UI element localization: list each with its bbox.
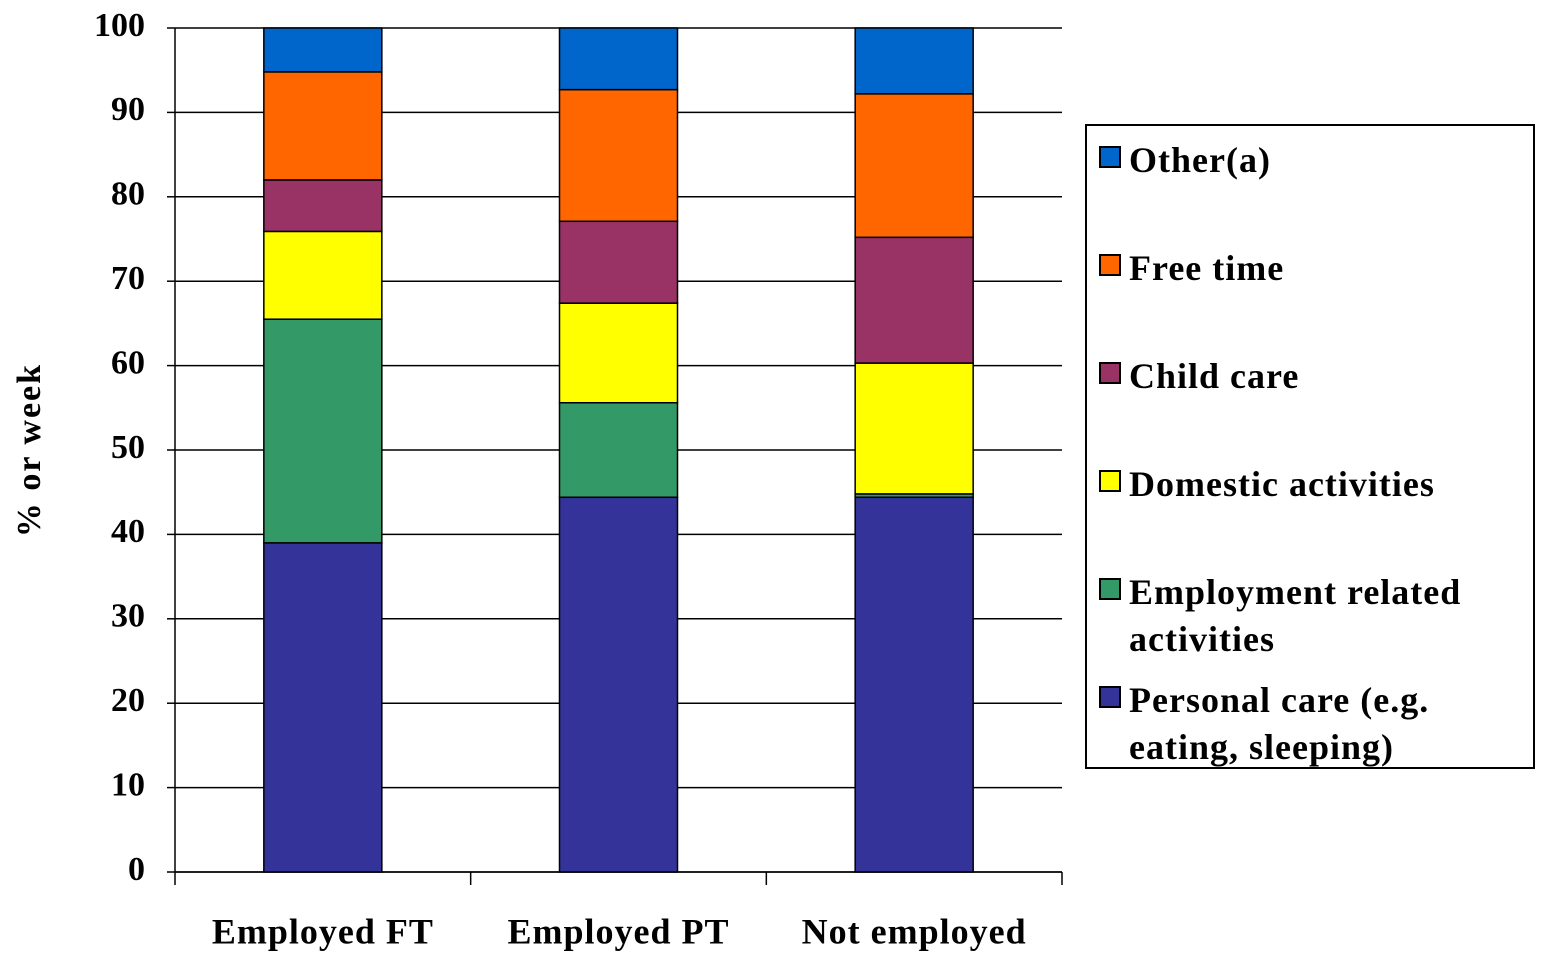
bar-segment [558,401,679,499]
bar-segment [263,71,383,181]
bar-segment [854,496,974,873]
legend-entry: Other(a) [1099,137,1524,184]
bar-segment [854,27,974,95]
bar-segment [558,496,679,873]
legend-entry: Child care [1099,353,1524,400]
bar-segment [263,542,383,873]
legend-swatch [1099,686,1121,708]
bar-segment [558,302,679,404]
y-axis-title: % or week [11,363,48,537]
legend-swatch [1099,362,1121,384]
bar-segment [558,220,679,304]
legend-label: Domestic activities [1129,464,1435,504]
bar-segment [854,236,974,364]
y-tick-label: 40 [111,513,145,550]
y-tick-label: 50 [111,429,145,466]
y-tick-label: 100 [94,7,145,44]
y-tick-label: 20 [111,682,145,719]
bar-segment [558,88,679,223]
y-tick-label: 80 [111,176,145,213]
legend-entry: Free time [1099,245,1524,292]
bar-segment [854,362,974,495]
x-tick-label: Not employed [802,911,1027,951]
x-tick-label: Employed FT [212,911,434,951]
bar-segment [263,230,383,320]
bar-segment [263,179,383,233]
legend-swatch [1099,470,1121,492]
legend-entry: Domestic activities [1099,461,1524,508]
bar-segment [263,318,383,544]
x-tick-label: Employed PT [507,911,729,951]
legend: Other(a) Free time Child care Domestic acti… [1085,124,1535,769]
y-tick-label: 0 [128,851,145,888]
legend-label: Free time [1129,248,1285,288]
bar-segment [854,93,974,239]
legend-label: Personal care (e.g. eating, sleeping) [1129,680,1430,767]
y-tick-label: 30 [111,598,145,635]
bar-segment [263,27,383,73]
legend-label: Other(a) [1129,140,1271,180]
legend-swatch [1099,146,1121,168]
legend-entry: Personal care (e.g. eating, sleeping) [1099,677,1524,771]
y-tick-label: 60 [111,344,145,381]
bar-segment [558,27,679,91]
y-tick-label: 10 [111,766,145,803]
legend-swatch [1099,254,1121,276]
legend-label: Employment related activities [1129,572,1462,659]
legend-swatch [1099,578,1121,600]
legend-entry: Employment related activities [1099,569,1524,663]
y-tick-label: 90 [111,91,145,128]
legend-label: Child care [1129,356,1300,396]
y-tick-label: 70 [111,260,145,297]
